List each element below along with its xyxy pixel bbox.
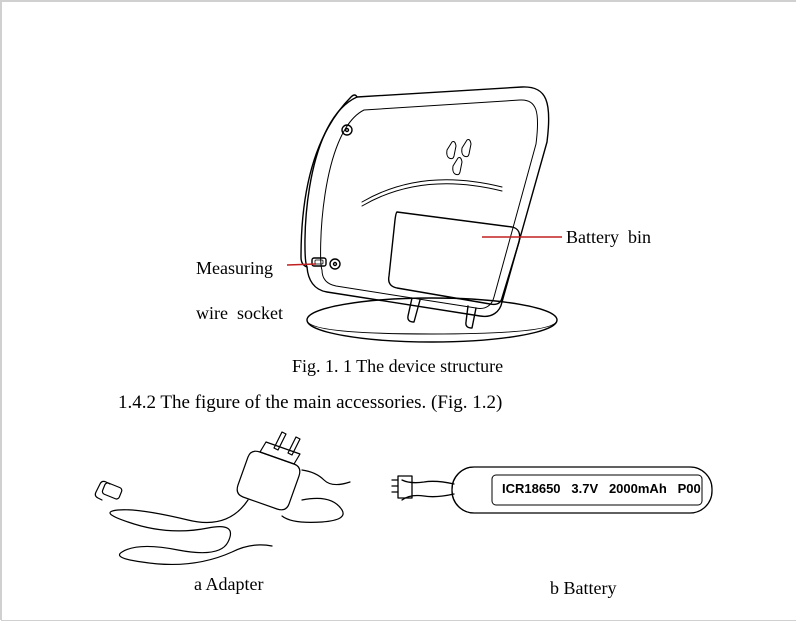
battery-spec-text: ICR18650 3.7V 2000mAh P00 (502, 481, 701, 497)
battery-caption: b Battery (550, 578, 616, 599)
adapter-caption: a Adapter (194, 574, 263, 595)
battery-diagram (2, 2, 796, 621)
